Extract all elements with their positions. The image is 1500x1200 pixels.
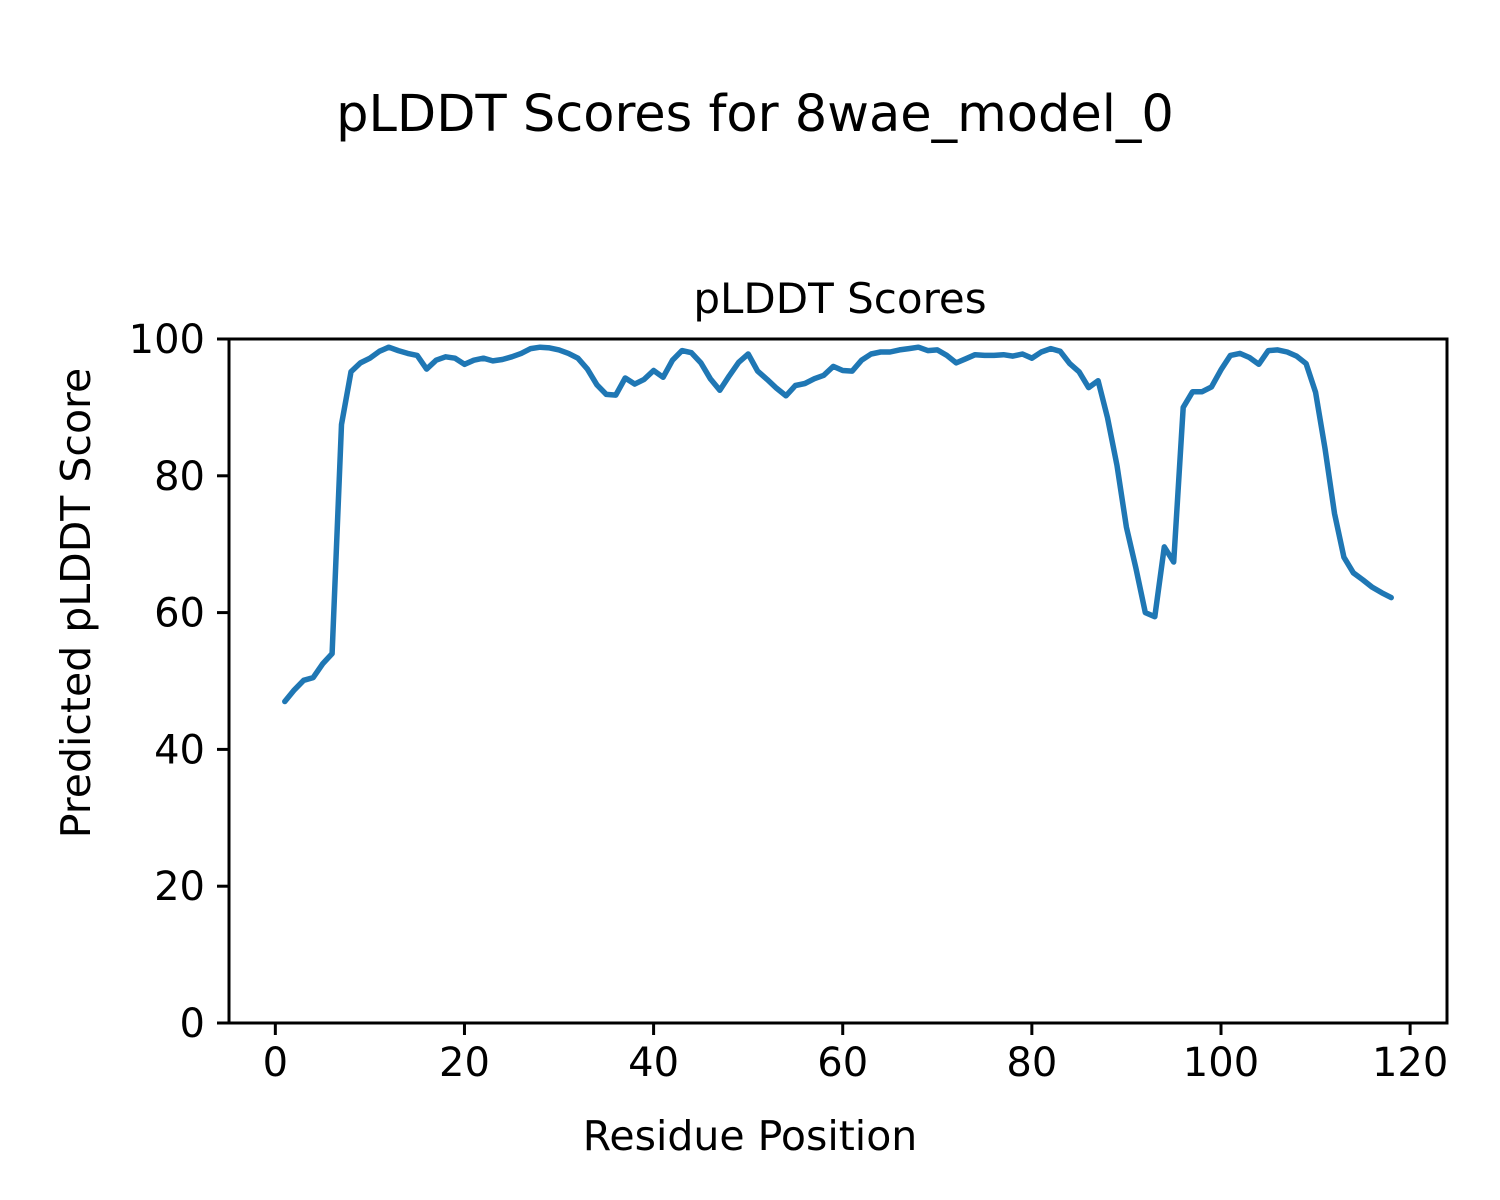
x-tick-label: 60 <box>817 1040 868 1086</box>
x-tick-label: 100 <box>1183 1040 1259 1086</box>
axes-spines <box>227 337 1449 1025</box>
plddt-line <box>282 344 1394 705</box>
y-tick-label: 0 <box>180 1001 205 1047</box>
y-tick-label: 20 <box>154 864 205 910</box>
x-tick-label: 80 <box>1006 1040 1057 1086</box>
x-tick-label: 20 <box>439 1040 490 1086</box>
x-axis-label: Residue Position <box>582 1112 918 1160</box>
y-tick-label: 40 <box>154 727 205 773</box>
x-tick-label: 0 <box>263 1040 288 1086</box>
axes-title: pLDDT Scores <box>693 274 987 323</box>
figure-suptitle: pLDDT Scores for 8wae_model_0 <box>336 85 1174 144</box>
y-tick-label: 80 <box>154 454 205 500</box>
y-tick-label: 100 <box>129 317 205 363</box>
x-tick-label: 120 <box>1372 1040 1448 1086</box>
x-tick-label: 40 <box>628 1040 679 1086</box>
y-tick-label: 60 <box>154 591 205 637</box>
